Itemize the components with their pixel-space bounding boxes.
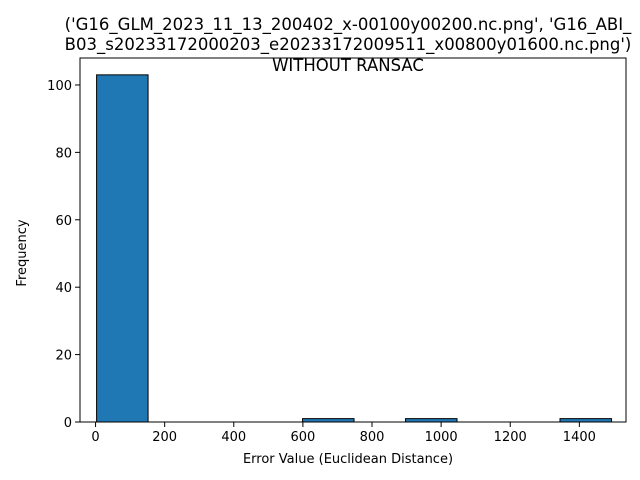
plot-frame bbox=[79, 57, 627, 423]
chart-title: ('G16_GLM_2023_11_13_200402_x-00100y0020… bbox=[65, 15, 632, 75]
x-tick-label: 600 bbox=[290, 430, 315, 445]
y-axis-label: Frequency bbox=[15, 219, 30, 286]
histogram-bars bbox=[96, 74, 612, 423]
y-tick-label: 100 bbox=[47, 79, 72, 94]
y-tick-label: 40 bbox=[55, 281, 72, 296]
x-axis-ticks: 0 200 400 600 800 1000 1200 1400 bbox=[91, 422, 596, 445]
x-tick-label: 1400 bbox=[563, 430, 596, 445]
y-tick-label: 0 bbox=[64, 416, 72, 431]
histogram-bar bbox=[302, 418, 355, 423]
title-line-3: WITHOUT RANSAC bbox=[272, 56, 424, 75]
histogram-bar bbox=[559, 418, 612, 423]
histogram-bar bbox=[405, 418, 458, 423]
title-line-1: ('G16_GLM_2023_11_13_200402_x-00100y0020… bbox=[65, 15, 632, 35]
x-tick-label: 0 bbox=[91, 430, 99, 445]
y-tick-label: 20 bbox=[55, 349, 72, 364]
x-tick-label: 1200 bbox=[494, 430, 527, 445]
x-tick-label: 800 bbox=[360, 430, 385, 445]
histogram-bar bbox=[96, 74, 149, 423]
y-tick-label: 60 bbox=[55, 214, 72, 229]
y-tick-label: 80 bbox=[55, 146, 72, 161]
y-axis-ticks: 0 20 40 60 80 100 bbox=[47, 79, 80, 431]
x-tick-label: 400 bbox=[221, 430, 246, 445]
x-axis-label: Error Value (Euclidean Distance) bbox=[243, 452, 453, 467]
title-line-2: B03_s20233172000203_e20233172009511_x008… bbox=[65, 35, 632, 55]
x-tick-label: 200 bbox=[152, 430, 177, 445]
x-tick-label: 1000 bbox=[425, 430, 458, 445]
